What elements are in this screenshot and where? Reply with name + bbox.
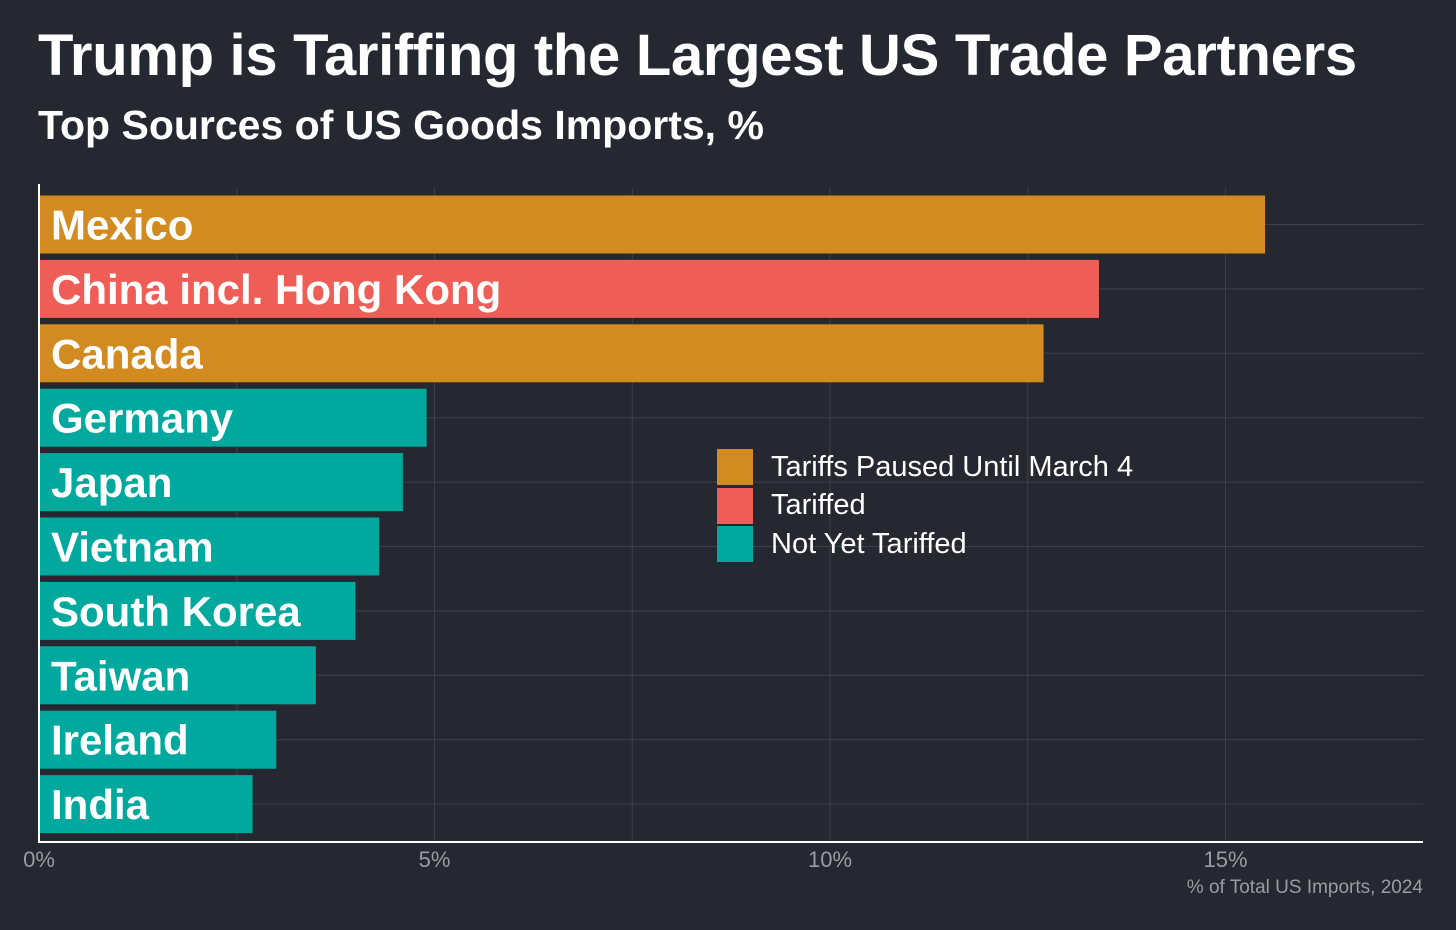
bar-label-germany: Germany	[51, 395, 234, 442]
x-tick-label: 0%	[23, 847, 55, 872]
x-tick-label: 15%	[1203, 847, 1247, 872]
bar-label-ireland: Ireland	[51, 717, 189, 764]
legend-swatch-not-yet	[717, 526, 753, 563]
bar-vietnam	[39, 517, 380, 576]
bar-mexico	[39, 195, 1266, 254]
bar-japan	[39, 453, 403, 512]
bar-taiwan	[39, 646, 316, 705]
bar-label-mexico: Mexico	[51, 202, 193, 249]
bar-label-japan: Japan	[51, 459, 172, 506]
x-tick-label: 10%	[808, 847, 852, 872]
legend-label-not-yet: Not Yet Tariffed	[771, 527, 967, 560]
legend-label-paused: Tariffs Paused Until March 4	[771, 450, 1134, 483]
bar-india	[39, 775, 253, 834]
legend-item-not-yet: Not Yet Tariffed	[717, 525, 1133, 564]
legend-swatch-tariffed	[717, 487, 753, 524]
bar-germany	[39, 388, 427, 447]
x-axis-label: % of Total US Imports, 2024	[1187, 877, 1424, 898]
bar-canada	[39, 324, 1044, 383]
legend-item-paused: Tariffs Paused Until March 4	[717, 448, 1133, 487]
bar-label-china-incl-hong-kong: China incl. Hong Kong	[51, 266, 501, 313]
bar-label-india: India	[51, 781, 150, 828]
legend-swatch-paused	[717, 449, 753, 486]
legend-label-tariffed: Tariffed	[771, 489, 866, 522]
bar-ireland	[39, 710, 277, 769]
bar-china-incl-hong-kong	[39, 259, 1099, 318]
legend-item-tariffed: Tariffed	[717, 487, 1133, 526]
x-tick-label: 5%	[419, 847, 451, 872]
chart-subtitle: Top Sources of US Goods Imports, %	[38, 102, 764, 148]
bar-south-korea	[39, 581, 356, 640]
legend: Tariffs Paused Until March 4 Tariffed No…	[717, 448, 1133, 564]
bar-label-canada: Canada	[51, 330, 203, 377]
chart-title: Trump is Tariffing the Largest US Trade …	[38, 23, 1357, 88]
bar-label-south-korea: South Korea	[51, 588, 301, 635]
bar-label-vietnam: Vietnam	[51, 524, 214, 571]
bar-label-taiwan: Taiwan	[51, 652, 190, 699]
